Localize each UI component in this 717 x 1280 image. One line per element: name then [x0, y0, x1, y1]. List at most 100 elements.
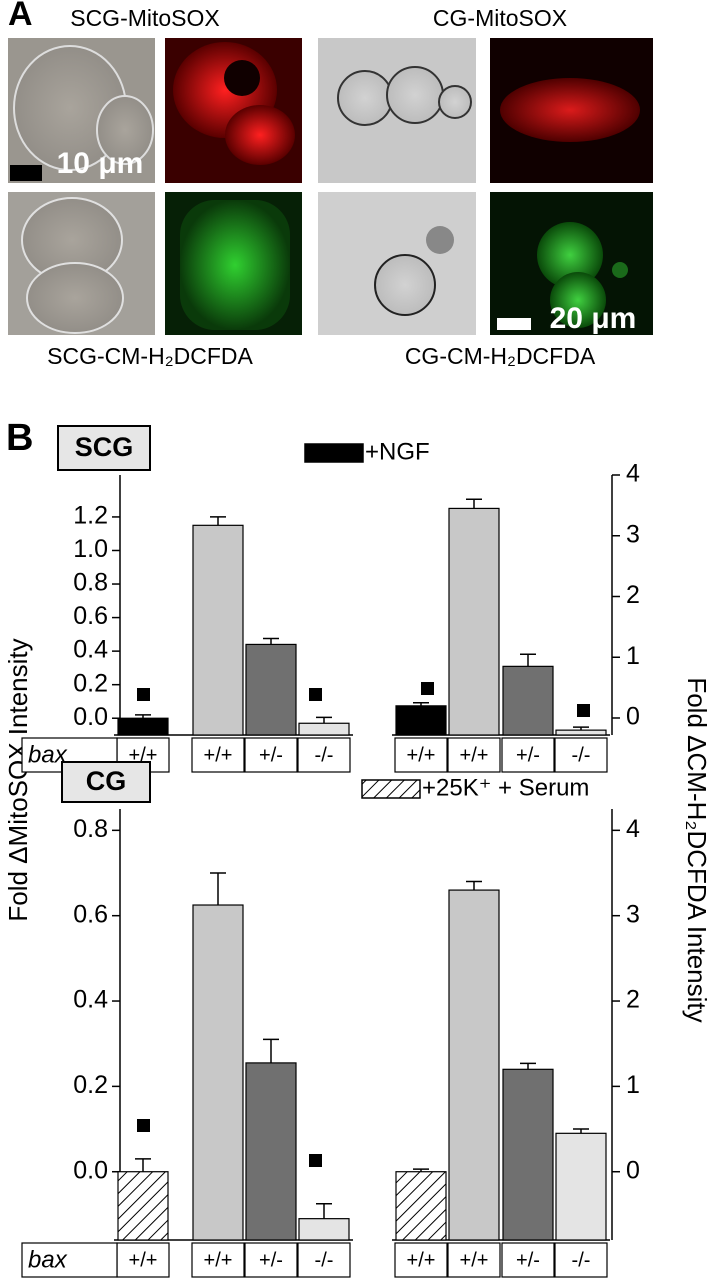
y-tick-label: 0.2: [73, 669, 108, 697]
x-tick-label: -/-: [572, 1249, 591, 1271]
error-bar: [316, 1202, 332, 1219]
y-tick-label: 0.0: [73, 703, 108, 731]
image-title: CG-CM-H₂DCFDA: [405, 343, 596, 369]
micrograph-grid: [8, 38, 653, 335]
error-bar: [210, 872, 226, 906]
error-bar: [413, 1168, 429, 1172]
y2-tick-label: 1: [626, 1071, 640, 1099]
x-tick-label: +/-: [259, 744, 283, 766]
bar: [502, 665, 554, 736]
y2-tick-label: 1: [626, 642, 640, 670]
scale-label: 20 μm: [550, 302, 637, 335]
bar: [395, 705, 447, 736]
title-box: [61, 761, 151, 803]
y2-tick-label: 4: [626, 815, 640, 843]
table-cell: [244, 1242, 298, 1278]
image-title: SCG-MitoSOX: [70, 5, 220, 31]
y2-tick-label: 0: [626, 1156, 640, 1184]
panel-label: B: [6, 417, 33, 459]
y-tick-label: 0.8: [73, 815, 108, 843]
table-cell: [297, 1242, 351, 1278]
x-tick-label: +/+: [460, 744, 489, 766]
bar: [245, 643, 297, 736]
y-axis-title: Fold ΔMitoSOX Intensity: [3, 638, 33, 921]
error-bar: [520, 1062, 536, 1070]
x-tick-label: +/+: [129, 744, 158, 766]
table-cell: [394, 1242, 448, 1278]
bar: [298, 1218, 350, 1241]
legend-swatch: [361, 779, 421, 799]
y-tick-label: 1.2: [73, 502, 108, 530]
scale-label: 10 μm: [57, 147, 144, 180]
y-tick-label: 0.2: [73, 1071, 108, 1099]
legend-swatch: [304, 443, 364, 463]
x-tick-label: -/-: [572, 744, 591, 766]
error-bar: [466, 880, 482, 891]
scale-bar: [10, 165, 42, 181]
table-cell: [244, 737, 298, 773]
scale-bar: [497, 318, 531, 330]
y2-tick-label: 0: [626, 703, 640, 731]
table-cell: [447, 737, 501, 773]
table-cell: [191, 1242, 245, 1278]
bar: [117, 1171, 169, 1241]
image-title: CG-MitoSOX: [433, 5, 567, 31]
x-tick-label: +/-: [516, 744, 540, 766]
table-cell: [297, 737, 351, 773]
x-tick-label: +/+: [204, 1249, 233, 1271]
y-tick-label: 0.6: [73, 602, 108, 630]
bar: [298, 722, 350, 736]
legend-label: +NGF: [365, 438, 430, 465]
bar: [245, 1062, 297, 1241]
error-bar: [573, 726, 589, 731]
bar: [448, 507, 500, 736]
bar: [555, 1132, 607, 1241]
y2-tick-label: 3: [626, 900, 640, 928]
y-tick-label: 0.8: [73, 569, 108, 597]
significance-markers: [137, 682, 590, 1167]
bar: [395, 1171, 447, 1241]
bar: [448, 889, 500, 1241]
chart-title: CG: [86, 766, 127, 796]
table-cell: [501, 1242, 555, 1278]
table-cell: [21, 1242, 118, 1278]
title-box: [57, 425, 151, 471]
y-tick-label: 0.0: [73, 1156, 108, 1184]
error-bar: [135, 1158, 151, 1172]
error-bar: [316, 716, 332, 724]
y-tick-label: 0.6: [73, 900, 108, 928]
bar: [192, 904, 244, 1241]
table-cell: [554, 737, 608, 773]
bar: [192, 524, 244, 736]
y2-tick-label: 4: [626, 460, 640, 488]
table-cell: [554, 1242, 608, 1278]
y-tick-label: 0.4: [73, 636, 108, 664]
error-bar: [135, 714, 151, 719]
error-bar: [263, 1038, 279, 1063]
y2-tick-label: 3: [626, 520, 640, 548]
table-cell: [447, 1242, 501, 1278]
table-cell: [394, 737, 448, 773]
x-tick-label: +/+: [129, 1249, 158, 1271]
error-bar: [413, 702, 429, 706]
bar: [117, 717, 169, 736]
bar: [502, 1068, 554, 1241]
image-title: SCG-CM-H₂DCFDA: [47, 343, 253, 369]
bar: [555, 729, 607, 736]
x-tick-label: +/+: [407, 1249, 436, 1271]
error-bar: [263, 637, 279, 645]
error-bar: [466, 498, 482, 509]
row-label: bax: [28, 1246, 68, 1273]
x-tick-label: +/-: [259, 1249, 283, 1271]
x-tick-label: +/-: [516, 1249, 540, 1271]
table-cell: [501, 737, 555, 773]
error-bar: [210, 516, 226, 526]
y2-axis-title: Fold ΔCM-H₂DCFDA Intensity: [682, 677, 712, 1022]
x-tick-label: +/+: [204, 744, 233, 766]
y-tick-label: 1.0: [73, 535, 108, 563]
y2-tick-label: 2: [626, 986, 640, 1014]
error-bar: [520, 653, 536, 667]
y2-tick-label: 2: [626, 581, 640, 609]
panel-label: A: [8, 0, 33, 33]
